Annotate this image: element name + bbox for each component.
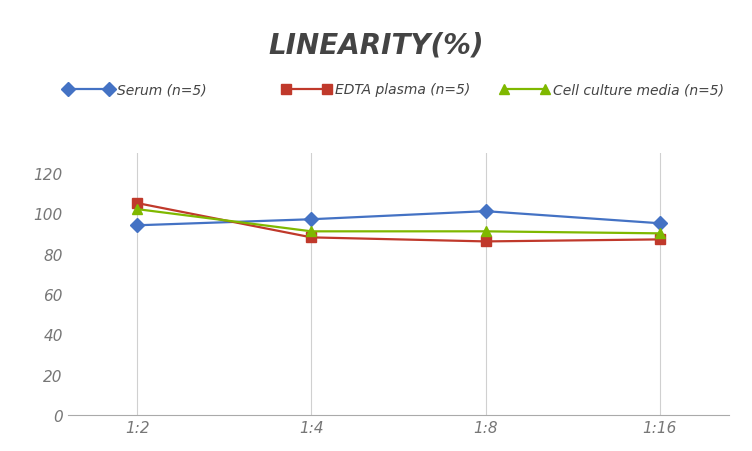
Line: Serum (n=5): Serum (n=5) bbox=[132, 207, 665, 230]
Cell culture media (n=5) bbox=[481, 229, 490, 235]
Serum (n=5) bbox=[307, 217, 316, 222]
EDTA plasma (n=5) bbox=[307, 235, 316, 240]
Cell culture media (n=5) bbox=[655, 231, 664, 236]
Serum (n=5) bbox=[655, 221, 664, 226]
Text: LINEARITY(%): LINEARITY(%) bbox=[268, 32, 484, 60]
Text: Serum (n=5): Serum (n=5) bbox=[117, 83, 206, 97]
Text: EDTA plasma (n=5): EDTA plasma (n=5) bbox=[335, 83, 470, 97]
Cell culture media (n=5) bbox=[307, 229, 316, 235]
Line: EDTA plasma (n=5): EDTA plasma (n=5) bbox=[132, 199, 665, 247]
Line: Cell culture media (n=5): Cell culture media (n=5) bbox=[132, 205, 665, 239]
Text: Cell culture media (n=5): Cell culture media (n=5) bbox=[553, 83, 723, 97]
EDTA plasma (n=5) bbox=[481, 239, 490, 244]
Serum (n=5) bbox=[133, 223, 142, 229]
EDTA plasma (n=5) bbox=[655, 237, 664, 243]
Serum (n=5) bbox=[481, 209, 490, 214]
EDTA plasma (n=5) bbox=[133, 201, 142, 207]
Cell culture media (n=5) bbox=[133, 207, 142, 212]
